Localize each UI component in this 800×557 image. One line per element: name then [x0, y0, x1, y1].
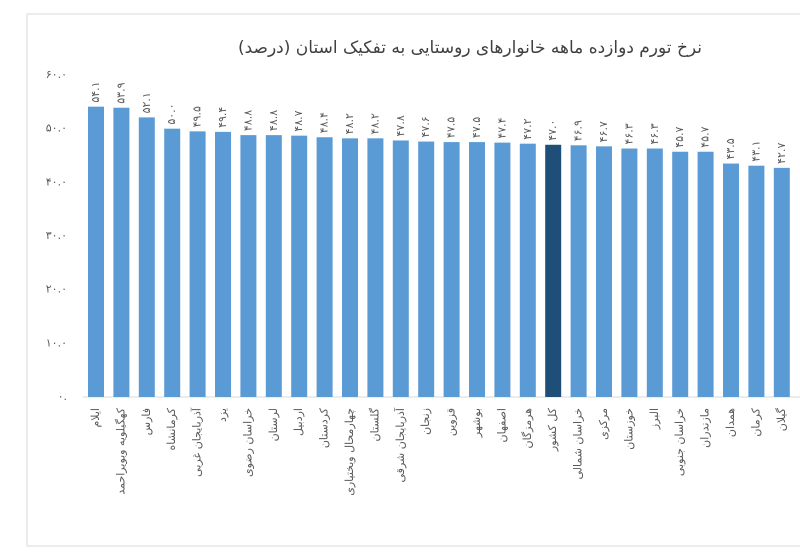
value-label: ۴۹.۴: [216, 107, 229, 128]
x-tick-label: زنجان: [419, 408, 432, 435]
value-label: ۴۷.۸: [394, 115, 407, 136]
x-tick-label: کردستان: [318, 407, 331, 448]
value-label: ۴۵.۷: [699, 126, 712, 147]
x-tick-label: کرمان: [749, 407, 762, 436]
bar: [570, 145, 587, 397]
x-tick-label: مازندران: [699, 408, 712, 448]
x-tick-label: بوشهر: [470, 408, 483, 438]
bar: [646, 148, 663, 397]
x-tick-label: اردبیل: [292, 408, 305, 436]
value-label: ۴۸.۴: [318, 112, 331, 133]
bar: [88, 106, 104, 397]
x-tick-label: خراسان شمالی: [572, 408, 585, 480]
y-tick-label: ۶۰.۰: [46, 68, 67, 81]
value-label: ۴۸.۸: [241, 110, 254, 131]
bar: [621, 148, 638, 397]
x-tick-label: البرز: [648, 408, 661, 430]
bar: [164, 128, 181, 397]
bar: [672, 151, 689, 397]
y-tick-label: ۰.: [58, 390, 67, 403]
x-tick-label: خراسان رضوی: [241, 408, 254, 477]
value-label: ۵۲.۱: [140, 92, 153, 113]
bar: [443, 142, 460, 397]
x-tick-label: آذربایجان غربی: [190, 407, 204, 477]
x-tick-label: لرستان: [267, 408, 280, 441]
y-tick-label: ۱۰.۰: [46, 336, 67, 349]
bar: [138, 117, 155, 397]
value-label: ۴۷.۵: [470, 117, 483, 138]
value-label: ۴۶.۷: [597, 121, 610, 142]
bar: [494, 142, 511, 397]
bar: [596, 146, 612, 397]
value-label: ۵۰.۰: [165, 103, 178, 124]
x-tick-label: هرمزگان: [521, 408, 534, 449]
bar: [265, 135, 282, 397]
value-label: ۴۵.۷: [673, 126, 686, 147]
value-label: ۴۸.۷: [292, 110, 305, 131]
x-tick-label: گیلان: [775, 407, 788, 431]
x-tick-label: همدان: [724, 408, 737, 437]
bar: [113, 107, 130, 397]
bar: [291, 135, 308, 398]
bar: [392, 140, 409, 397]
value-label: ۴۹.۵: [191, 106, 204, 127]
x-tick-label: قزوین: [445, 408, 458, 436]
bar: [367, 138, 384, 397]
y-tick-label: ۵۰.۰: [46, 122, 67, 135]
value-label: ۴۶.۹: [572, 120, 585, 141]
x-tick-label: اصفهان: [495, 408, 508, 442]
x-tick-label: مرکزی: [597, 408, 610, 440]
value-label: ۴۳.۵: [724, 138, 737, 159]
chart-frame: [26, 13, 800, 547]
y-tick-label: ۲۰.۰: [46, 283, 67, 296]
value-label: ۴۲.۷: [775, 143, 788, 164]
bar: [316, 137, 333, 397]
bar: [240, 135, 257, 397]
value-label: ۴۷.۰: [546, 120, 559, 141]
value-label: ۴۳.۱: [749, 140, 762, 161]
bar: [773, 167, 790, 397]
chart-title: نرخ تورم دوازده ماهه خانوارهای روستایی ب…: [238, 38, 702, 58]
x-tick-label: کل کشور: [546, 407, 559, 452]
value-label: ۴۷.۶: [419, 116, 432, 137]
bar: [189, 131, 206, 397]
y-tick-label: ۴۰.۰: [46, 175, 67, 188]
x-tick-label: خوزستان: [622, 408, 635, 450]
bar: [519, 143, 536, 397]
x-tick-label: آذربایجان شرقی: [393, 407, 407, 482]
value-label: ۴۶.۳: [622, 123, 635, 144]
value-label: ۴۸.۲: [343, 113, 356, 134]
bar: [748, 165, 765, 397]
bar: [697, 151, 714, 397]
x-tick-label: فارس: [140, 408, 153, 435]
x-tick-label: کرمانشاه: [165, 407, 178, 450]
bar: [723, 163, 739, 397]
bar: [418, 141, 435, 397]
y-tick-label: ۳۰.۰: [46, 229, 67, 242]
x-tick-label: چهارمحال وبختیاری: [343, 408, 356, 496]
x-tick-label: ایلام: [89, 408, 102, 428]
x-tick-label: کهگیلویه وبویراحمد: [114, 407, 127, 494]
value-label: ۴۶.۳: [648, 123, 661, 144]
value-label: ۵۳.۹: [114, 82, 127, 103]
bar: [215, 131, 231, 398]
x-tick-label: یزد: [216, 408, 229, 422]
value-label: ۴۸.۸: [267, 110, 280, 131]
value-label: ۴۸.۲: [368, 113, 381, 134]
value-label: ۴۷.۴: [495, 117, 508, 138]
x-tick-label: گلستان: [368, 407, 381, 441]
bar: [545, 144, 562, 397]
x-tick-label: خراسان جنوبی: [673, 408, 686, 476]
bar: [469, 142, 485, 397]
value-label: ۵۴.۱: [89, 81, 102, 102]
value-label: ۴۷.۵: [445, 117, 458, 138]
bar: [342, 138, 358, 397]
value-label: ۴۷.۲: [521, 118, 534, 139]
